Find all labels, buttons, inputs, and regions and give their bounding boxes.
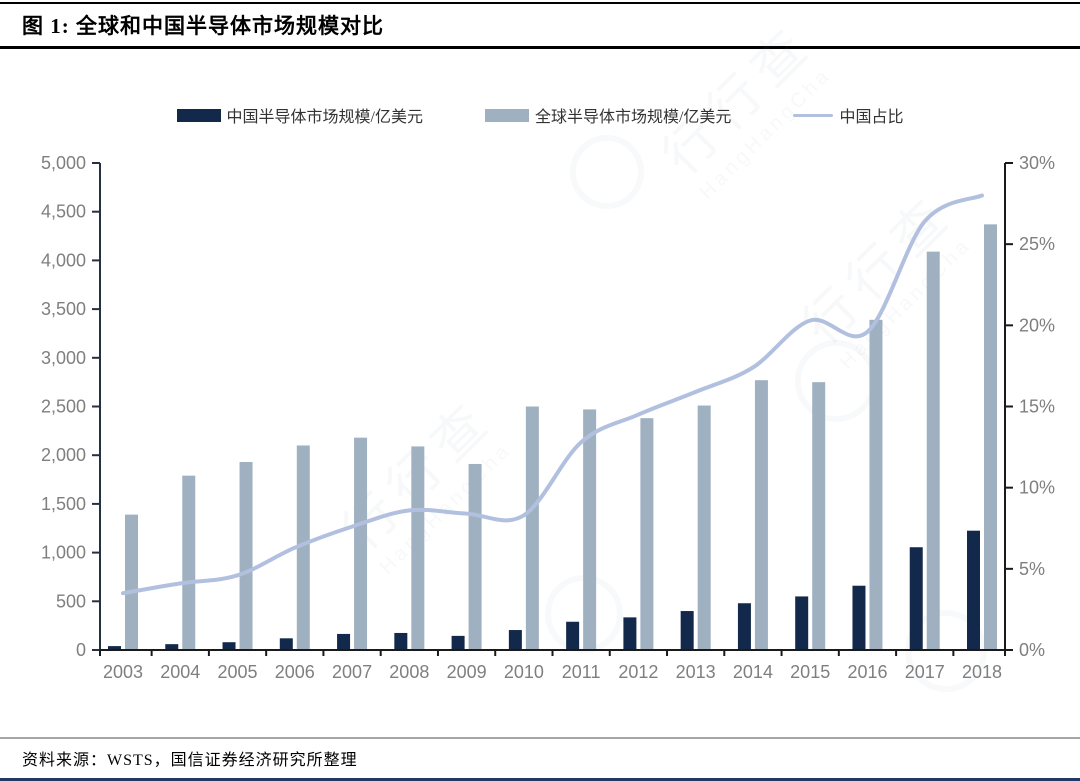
legend-label: 全球半导体市场规模/亿美元 [534, 109, 732, 126]
global-bar [239, 462, 253, 650]
china-bar [623, 617, 637, 650]
global-bar [640, 418, 654, 650]
global-bar [182, 475, 196, 650]
global-bar [984, 224, 997, 650]
left-axis-label: 5,000 [41, 153, 86, 173]
china-bar [279, 638, 293, 650]
china-bar [108, 646, 121, 650]
global-bar [296, 445, 310, 650]
right-axis-label: 15% [1019, 397, 1055, 417]
china-bar [451, 635, 465, 650]
china-bar [680, 611, 694, 650]
year-label: 2011 [562, 662, 601, 682]
year-label: 2013 [676, 662, 716, 682]
year-label: 2003 [103, 662, 143, 682]
footer-rule [0, 737, 1080, 739]
year-label: 2009 [447, 662, 487, 682]
legend-item-share-line: 中国占比 [793, 103, 903, 127]
global-bar [583, 409, 597, 650]
year-label: 2007 [332, 662, 372, 682]
year-label: 2010 [504, 662, 544, 682]
left-axis-label: 3,500 [41, 299, 86, 319]
left-axis-label: 1,500 [41, 494, 86, 514]
global-bar [525, 406, 539, 650]
left-axis-label: 2,500 [41, 397, 86, 417]
left-axis-label: 4,000 [41, 250, 86, 270]
left-axis-label: 500 [56, 591, 86, 611]
legend-item-china-bar: 中国半导体市场规模/亿美元 [176, 103, 423, 127]
right-axis-label: 5% [1019, 559, 1045, 579]
year-label: 2016 [847, 662, 887, 682]
china-bar [795, 596, 809, 650]
china-bar [165, 644, 179, 650]
year-label: 2015 [790, 662, 830, 682]
left-axis-label: 0 [76, 640, 86, 660]
share-line-swatch-icon [793, 113, 834, 117]
china-bar [909, 547, 923, 650]
china-bar [852, 585, 866, 650]
legend-item-global-bar: 全球半导体市场规模/亿美元 [484, 103, 732, 127]
title-rule [0, 46, 1080, 49]
china-bar [967, 530, 980, 650]
china-bar [508, 630, 522, 650]
china-bar [222, 642, 236, 650]
year-label: 2017 [905, 662, 945, 682]
left-axis-label: 2,000 [41, 445, 86, 465]
figure-title: 图 1: 全球和中国半导体市场规模对比 [22, 14, 384, 38]
year-label: 2014 [733, 662, 773, 682]
legend-label: 中国半导体市场规模/亿美元 [226, 109, 423, 126]
year-label: 2004 [160, 662, 200, 682]
year-label: 2012 [618, 662, 658, 682]
global-bar [468, 463, 482, 650]
bottom-rule [0, 778, 1080, 781]
china-bar [337, 633, 351, 650]
global-bar [125, 514, 138, 650]
china-bar [566, 621, 580, 650]
global-bar [411, 446, 425, 650]
global-bar [926, 251, 940, 650]
right-axis-label: 30% [1019, 153, 1055, 173]
year-label: 2005 [218, 662, 258, 682]
global-bar [869, 319, 883, 650]
china-bar [394, 632, 408, 650]
year-label: 2006 [275, 662, 315, 682]
global-bar [812, 382, 826, 650]
year-label: 2008 [389, 662, 429, 682]
left-axis-label: 1,000 [41, 543, 86, 563]
right-axis-label: 0% [1019, 640, 1045, 660]
year-label: 2018 [962, 662, 1002, 682]
china-share-line [121, 193, 984, 596]
top-rule [0, 2, 1080, 4]
china-bar [737, 603, 751, 650]
chart-legend: 中国半导体市场规模/亿美元 全球半导体市场规模/亿美元 中国占比 [0, 103, 1080, 127]
right-axis-label: 10% [1019, 478, 1055, 498]
left-axis-label: 3,000 [41, 348, 86, 368]
global-bar-swatch-icon [484, 108, 529, 122]
legend-label: 中国占比 [839, 109, 904, 126]
global-bar [754, 380, 768, 650]
china-bar-swatch-icon [176, 108, 221, 122]
source-note: 资料来源：WSTS，国信证券经济研究所整理 [22, 752, 358, 769]
global-bar [354, 437, 368, 650]
left-axis-label: 4,500 [41, 202, 86, 222]
global-bar [697, 405, 711, 650]
right-axis-label: 20% [1019, 315, 1055, 335]
right-axis-label: 25% [1019, 234, 1055, 254]
